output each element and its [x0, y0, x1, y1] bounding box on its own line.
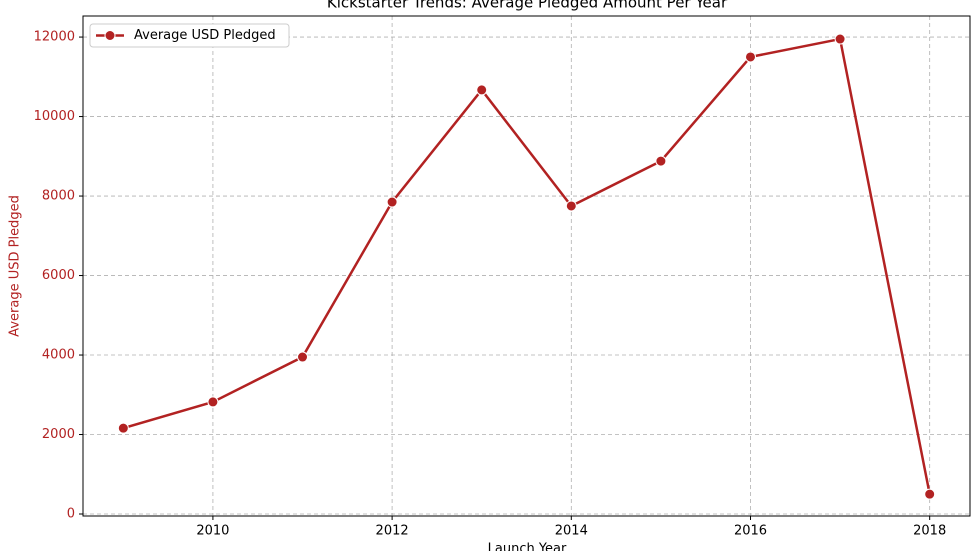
data-point [476, 84, 488, 96]
x-tick-label: 2010 [196, 524, 229, 539]
x-tick-label: 2016 [734, 524, 767, 539]
data-point [117, 422, 129, 434]
data-line [122, 37, 931, 495]
y-axis-label: Average USD Pledged [8, 195, 23, 337]
legend-marker [104, 30, 116, 41]
y-tick-label: 12000 [34, 30, 75, 45]
data-point [386, 196, 398, 208]
plot-frame [82, 15, 971, 517]
y-tick-label: 4000 [42, 348, 75, 363]
x-axis-label: Launch Year [488, 542, 567, 551]
data-point [744, 51, 756, 63]
x-tick-label: 2018 [913, 524, 946, 539]
x-tick-label: 2012 [376, 524, 409, 539]
y-tick-label: 10000 [34, 109, 75, 124]
chart-title: Kickstarter Trends: Average Pledged Amou… [327, 0, 728, 12]
legend-box [89, 23, 290, 48]
data-point [565, 200, 577, 212]
y-tick-label: 6000 [42, 268, 75, 283]
x-tick-label: 2014 [555, 524, 588, 539]
data-point [655, 155, 667, 167]
y-tick-label: 0 [67, 507, 75, 522]
data-point [207, 396, 219, 408]
data-point [834, 33, 846, 45]
data-point [924, 488, 936, 500]
y-tick-label: 2000 [42, 427, 75, 442]
data-point [297, 351, 309, 363]
legend-label: Average USD Pledged [134, 28, 276, 43]
y-tick-label: 8000 [42, 189, 75, 204]
